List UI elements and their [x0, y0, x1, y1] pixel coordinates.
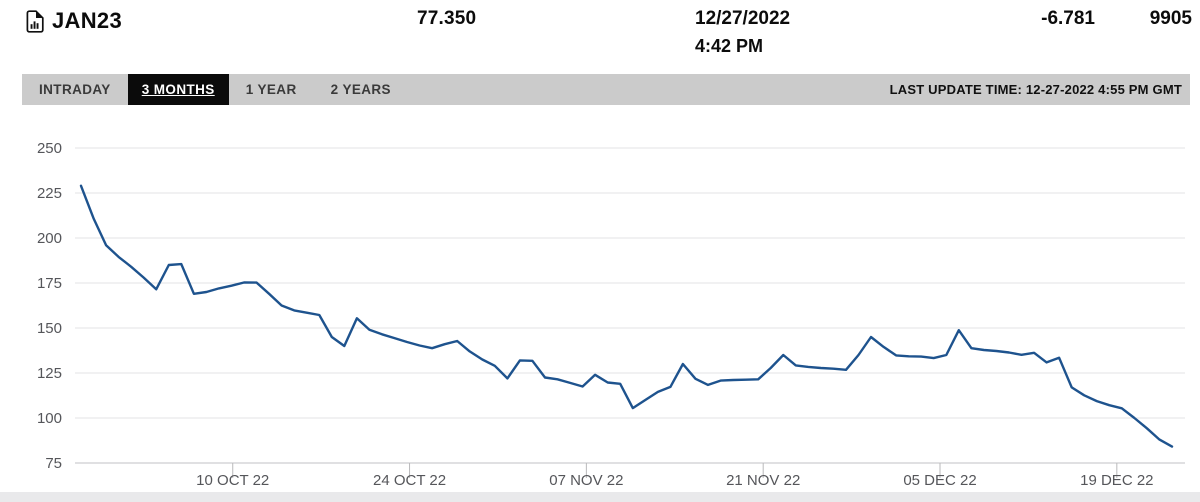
- x-axis-label: 21 NOV 22: [726, 472, 800, 489]
- x-axis-label: 07 NOV 22: [549, 472, 623, 489]
- bottom-strip: [0, 492, 1200, 502]
- tab-2-years[interactable]: 2 YEARS: [330, 82, 391, 97]
- x-axis-label: 19 DEC 22: [1080, 472, 1153, 489]
- chart-document-icon: [26, 9, 44, 33]
- price-change: -6.781: [1041, 8, 1095, 29]
- volume: 9905: [1149, 8, 1192, 29]
- symbol-name: JAN23: [52, 8, 122, 33]
- y-axis-label: 250: [37, 140, 62, 157]
- x-axis-label: 10 OCT 22: [196, 472, 269, 489]
- price-chart: 250 225 200 175 150 125 100 75 10 OCT 22 24 OCT 2…: [0, 110, 1200, 502]
- quote-header: JAN23 77.350 12/27/2022 4:42 PM -6.781 9…: [0, 0, 1200, 74]
- timeframe-tabs: INTRADAY 3 MONTHS 1 YEAR 2 YEARS: [22, 74, 408, 105]
- y-axis-label: 225: [37, 185, 62, 202]
- tab-1-year[interactable]: 1 YEAR: [245, 82, 297, 97]
- tab-intraday[interactable]: INTRADAY: [39, 82, 111, 97]
- last-update-time: LAST UPDATE TIME: 12-27-2022 4:55 PM GMT: [889, 82, 1182, 97]
- last-price: 77.350: [417, 8, 477, 29]
- tab-3-months[interactable]: 3 MONTHS: [127, 74, 229, 105]
- price-chart-canvas: 250 225 200 175 150 125 100 75 10 OCT 22 24 OCT 2…: [0, 140, 1200, 502]
- x-axis-label: 05 DEC 22: [903, 472, 976, 489]
- price-line: [79, 184, 1174, 448]
- timeframe-tabbar: INTRADAY 3 MONTHS 1 YEAR 2 YEARS LAST UPDAT…: [22, 74, 1190, 105]
- y-axis-label: 150: [37, 320, 62, 337]
- quote-time: 4:42 PM: [695, 36, 764, 56]
- y-axis-label: 175: [37, 275, 62, 292]
- quote-date: 12/27/2022: [695, 8, 791, 29]
- y-axis-label: 75: [45, 455, 62, 472]
- y-axis-label: 125: [37, 365, 62, 382]
- y-axis-label: 200: [37, 230, 62, 247]
- x-axis-label: 24 OCT 22: [373, 472, 446, 489]
- y-axis-label: 100: [37, 410, 62, 427]
- symbol-block: JAN23: [25, 8, 122, 34]
